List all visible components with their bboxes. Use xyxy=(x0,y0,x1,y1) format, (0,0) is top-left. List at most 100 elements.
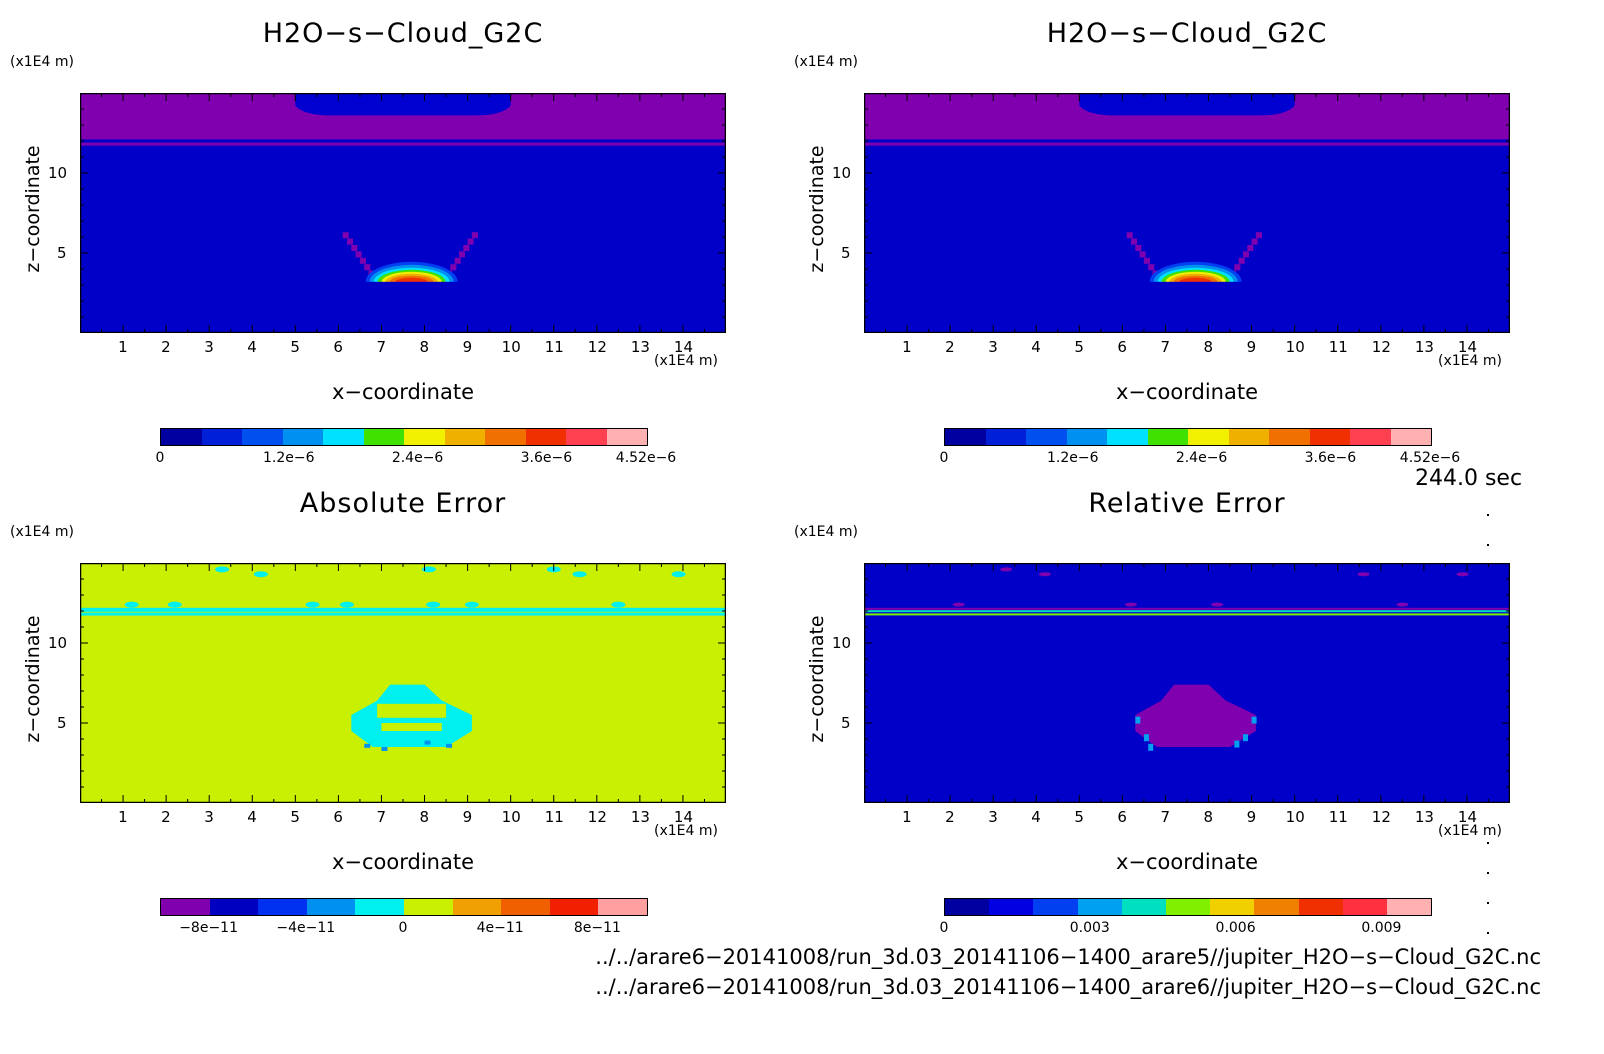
colorbar-segment xyxy=(501,899,550,915)
colorbar-label: 1.2e−6 xyxy=(263,450,315,466)
error-spot xyxy=(1396,602,1409,607)
cloud-edge-cell xyxy=(342,232,349,239)
cloud-edge-cell xyxy=(471,232,478,239)
heatmap-svg xyxy=(79,92,727,334)
x-tick-label: 5 xyxy=(1074,808,1084,826)
heatmap-svg xyxy=(863,92,1511,334)
colorbar-label: 3.6e−6 xyxy=(520,450,573,466)
x-tick-label: 14 xyxy=(1457,338,1478,356)
colorbar-segment xyxy=(355,899,404,915)
cloud-edge-cell xyxy=(1143,257,1150,264)
x-axis-unit: (x1E4 m) xyxy=(654,353,718,369)
cloud-edge-cell xyxy=(1126,232,1133,239)
x-tick-label: 2 xyxy=(161,338,171,356)
y-tick-label: 5 xyxy=(841,244,851,262)
y-axis-label: z−coordinate xyxy=(806,145,828,273)
cloud-edge-cell xyxy=(454,257,461,264)
colorbar-label: 0.006 xyxy=(1215,920,1256,936)
error-spot xyxy=(952,602,965,607)
x-tick-label: 3 xyxy=(988,808,998,826)
x-tick-label: 1 xyxy=(902,808,912,826)
error-spot xyxy=(1125,602,1138,607)
error-cell xyxy=(446,743,453,748)
y-axis-label: z−coordinate xyxy=(22,145,44,273)
colorbar-segment xyxy=(945,899,990,915)
error-spot xyxy=(167,601,182,608)
colorbar-segment xyxy=(945,429,986,445)
cloud-edge-cell xyxy=(347,238,354,245)
colorbar-segment xyxy=(282,429,323,445)
colorbar-segment xyxy=(306,899,356,915)
colorbar xyxy=(944,898,1432,916)
marker-dot xyxy=(1487,932,1489,934)
x-tick-label: 12 xyxy=(587,338,607,356)
chart-title: H2O−s−Cloud_G2C xyxy=(262,18,544,49)
colorbar-label: 0 xyxy=(939,920,949,936)
y-tick-label: 10 xyxy=(832,634,852,652)
x-tick-label: 6 xyxy=(1117,338,1127,356)
layer-line xyxy=(80,142,726,146)
x-tick-label: 2 xyxy=(945,808,955,826)
colorbar-segment xyxy=(201,429,242,445)
x-axis-label: x−coordinate xyxy=(1115,380,1259,404)
colorbar-label: 3.6e−6 xyxy=(1304,450,1357,466)
colorbar-label: 0 xyxy=(155,450,165,466)
colorbar-segment xyxy=(598,899,647,915)
cloud-edge-cell xyxy=(1242,251,1249,258)
colorbar-segment xyxy=(363,429,404,445)
x-tick-label: 14 xyxy=(1457,808,1478,826)
colorbar-segment xyxy=(1269,429,1310,445)
error-spot xyxy=(611,601,626,608)
marker-dot xyxy=(1487,514,1489,516)
colorbar-segment xyxy=(1390,429,1431,445)
marker-dot xyxy=(1487,842,1489,844)
colorbar-segment xyxy=(1077,899,1122,915)
colorbar-segment xyxy=(323,429,364,445)
x-tick-label: 11 xyxy=(1328,808,1348,826)
x-tick-label: 7 xyxy=(1160,808,1170,826)
marker-dot xyxy=(1487,902,1489,904)
x-axis-label: x−coordinate xyxy=(331,380,475,404)
x-tick-label: 3 xyxy=(204,338,214,356)
panel-bottom-left: Absolute Error (x1E4 m) (x1E4 m) z−coordina… xyxy=(0,470,800,960)
cloud-edge-cell xyxy=(355,251,362,258)
colorbar-label: 0 xyxy=(939,450,949,466)
colorbar-label: 4.52e−6 xyxy=(615,450,677,466)
y-tick-label: 10 xyxy=(48,164,68,182)
x-tick-label: 12 xyxy=(1371,338,1391,356)
chart-title: Absolute Error xyxy=(299,488,507,519)
colorbar-label: 4e−11 xyxy=(476,920,524,936)
y-tick-label: 10 xyxy=(48,634,68,652)
cloud-edge-cell xyxy=(1255,232,1262,239)
x-tick-label: 8 xyxy=(419,808,430,826)
x-axis-unit: (x1E4 m) xyxy=(654,823,718,839)
error-spot xyxy=(671,571,686,578)
colorbar-segment xyxy=(452,899,502,915)
cloud-edge-cell xyxy=(1251,238,1258,245)
heatmap-svg xyxy=(79,562,727,804)
colorbar-segment xyxy=(1121,899,1166,915)
x-tick-label: 10 xyxy=(501,338,521,356)
colorbar-segment xyxy=(1228,429,1269,445)
colorbar-segment xyxy=(985,429,1026,445)
x-tick-label: 3 xyxy=(988,338,998,356)
cloud-edge-cell xyxy=(1238,257,1245,264)
colorbar-segment xyxy=(404,429,445,445)
x-tick-label: 11 xyxy=(544,808,564,826)
panel-bottom-right: Relative Error (x1E4 m) (x1E4 m) z−coordina… xyxy=(784,470,1584,960)
x-tick-label: 9 xyxy=(462,338,473,356)
x-tick-label: 4 xyxy=(247,338,257,356)
x-tick-label: 5 xyxy=(1074,338,1084,356)
x-tick-label: 4 xyxy=(1031,338,1041,356)
top-cap xyxy=(295,93,511,116)
x-tick-label: 1 xyxy=(118,808,128,826)
colorbar-segment xyxy=(1350,429,1391,445)
error-spot xyxy=(421,566,436,573)
error-spot xyxy=(464,601,479,608)
colorbar xyxy=(160,428,648,446)
y-tick-label: 10 xyxy=(832,164,852,182)
x-tick-label: 10 xyxy=(1285,808,1305,826)
cloud-edge-cell xyxy=(1234,264,1241,271)
colorbar-segment xyxy=(1298,899,1343,915)
x-tick-label: 4 xyxy=(247,808,257,826)
